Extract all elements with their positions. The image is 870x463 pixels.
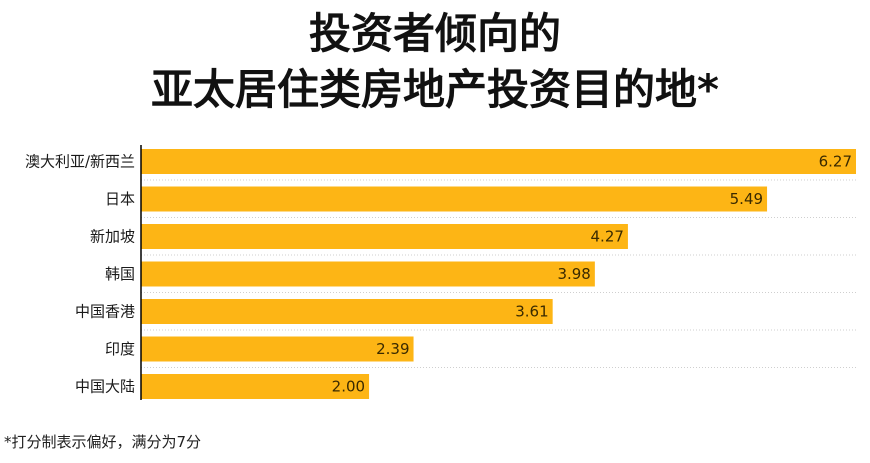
category-label: 澳大利亚/新西兰 <box>25 153 135 171</box>
data-label: 2.00 <box>332 378 365 396</box>
bar <box>141 336 414 362</box>
chart-title-line-1: 投资者倾向的 <box>308 9 561 58</box>
bar <box>141 224 628 249</box>
category-label: 中国香港 <box>75 303 135 321</box>
category-label: 韩国 <box>105 265 135 283</box>
bar <box>141 149 856 174</box>
data-label: 2.39 <box>376 340 409 358</box>
bar <box>141 374 370 399</box>
data-label: 4.27 <box>591 228 624 246</box>
bar <box>141 299 553 324</box>
data-label: 6.27 <box>819 153 852 171</box>
chart-title: 投资者倾向的 亚太居住类房地产投资目的地* <box>0 6 870 118</box>
chart-title-line-2: 亚太居住类房地产投资目的地* <box>151 65 719 114</box>
category-label: 印度 <box>105 340 135 358</box>
category-label: 日本 <box>105 190 135 208</box>
category-label: 新加坡 <box>90 228 135 246</box>
bar-chart: 澳大利亚/新西兰 6.27 日本 5.49 新加坡 4.27 韩国 3.98 中国香港 3.61 印… <box>25 145 856 400</box>
category-label: 中国大陆 <box>75 378 135 396</box>
data-label: 3.98 <box>557 265 590 283</box>
data-label: 5.49 <box>730 190 763 208</box>
data-label: 3.61 <box>515 303 548 321</box>
footnote: *打分制表示偏好，满分为7分 <box>4 433 202 451</box>
bar <box>141 261 595 287</box>
bar <box>141 186 768 212</box>
